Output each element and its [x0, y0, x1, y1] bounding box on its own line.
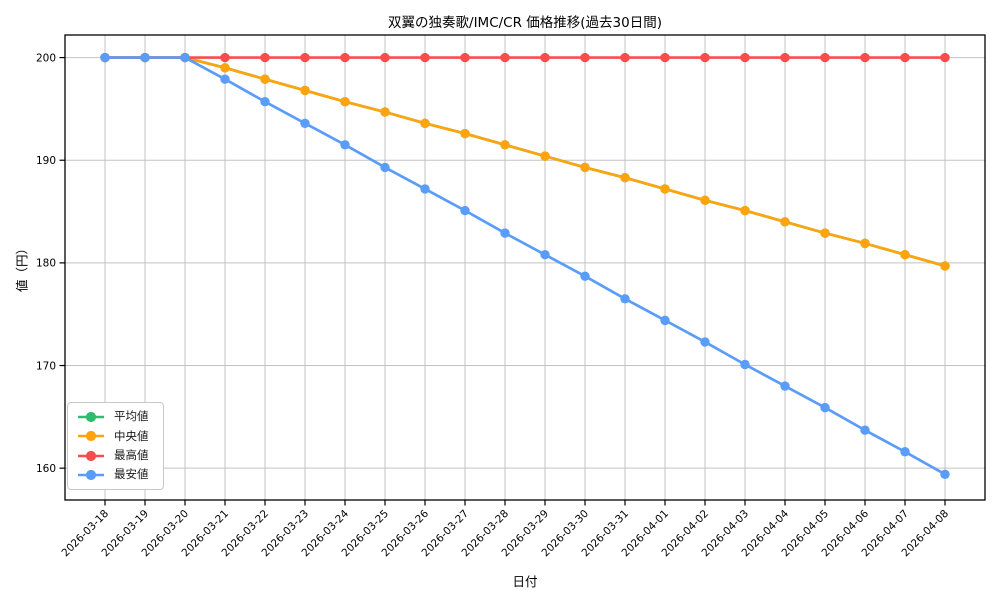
- point-max-11: [540, 52, 550, 63]
- legend-label-min: 最安値: [114, 467, 149, 482]
- point-median-3: [220, 63, 230, 73]
- point-max-21: [940, 52, 950, 63]
- point-median-11: [540, 151, 550, 161]
- point-max-10: [500, 52, 510, 63]
- point-median-17: [780, 217, 790, 227]
- point-min-1: [140, 52, 150, 63]
- point-min-10: [500, 228, 510, 238]
- legend-label-max: 最高値: [114, 447, 149, 462]
- point-median-12: [580, 162, 590, 173]
- legend-marker-min-icon: [78, 469, 104, 481]
- point-min-18: [820, 402, 830, 413]
- point-min-14: [660, 315, 670, 326]
- x-axis-label: 日付: [512, 574, 538, 589]
- point-min-15: [700, 337, 710, 347]
- point-min-11: [540, 249, 550, 260]
- point-min-20: [900, 447, 910, 457]
- point-min-5: [300, 118, 310, 128]
- point-max-12: [580, 52, 590, 63]
- point-min-17: [780, 381, 790, 391]
- point-max-6: [340, 52, 350, 63]
- point-min-6: [340, 140, 350, 150]
- y-tick-label: 170: [36, 360, 56, 372]
- point-min-2: [180, 52, 190, 63]
- point-max-18: [820, 52, 830, 63]
- legend-marker-median-icon: [78, 431, 104, 442]
- point-median-20: [900, 249, 910, 260]
- point-min-9: [460, 205, 470, 216]
- point-min-8: [420, 184, 430, 194]
- point-max-16: [740, 52, 750, 63]
- point-max-8: [420, 52, 430, 63]
- point-min-16: [740, 359, 750, 370]
- point-min-7: [380, 162, 390, 173]
- legend-item-median: 中央値: [76, 430, 155, 442]
- legend-item-min: 最安値: [76, 469, 155, 481]
- y-axis-label: 値（円）: [14, 241, 30, 293]
- point-min-0: [100, 52, 110, 63]
- point-max-9: [460, 52, 470, 63]
- point-median-19: [860, 238, 870, 249]
- point-median-18: [820, 228, 830, 238]
- legend: 平均値 中央値 最高値 最安値: [67, 402, 164, 490]
- point-max-20: [900, 52, 910, 63]
- point-max-15: [700, 52, 710, 63]
- legend-item-average: 平均値: [76, 411, 155, 423]
- point-median-16: [740, 205, 750, 216]
- line-median: [103, 56, 947, 268]
- point-min-13: [620, 294, 630, 304]
- y-tick-label: 190: [36, 155, 56, 167]
- point-min-19: [860, 425, 870, 435]
- point-max-7: [380, 52, 390, 63]
- point-max-14: [660, 52, 670, 63]
- point-max-3: [220, 52, 230, 63]
- legend-item-max: 最高値: [76, 447, 155, 462]
- chart-title: 双翼の独奏歌/IMC/CR 価格推移(過去30日間): [388, 15, 662, 31]
- line-average: [103, 56, 947, 268]
- legend-marker-max-icon: [78, 450, 104, 461]
- line-min: [103, 56, 947, 476]
- point-max-5: [300, 52, 310, 63]
- point-median-4: [260, 74, 270, 84]
- legend-label-median: 中央値: [114, 428, 149, 443]
- y-tick-label: 160: [36, 463, 56, 475]
- point-min-12: [580, 271, 590, 281]
- point-median-5: [300, 85, 310, 96]
- y-tick-label: 180: [36, 258, 56, 270]
- point-median-10: [500, 140, 510, 150]
- point-max-4: [260, 52, 270, 63]
- plot-frame: [64, 34, 986, 501]
- point-max-13: [620, 52, 630, 63]
- point-min-21: [940, 469, 950, 480]
- point-median-7: [380, 107, 390, 117]
- point-median-15: [700, 195, 710, 205]
- point-median-21: [940, 261, 950, 271]
- point-max-17: [780, 52, 790, 63]
- point-min-3: [220, 74, 230, 84]
- point-min-4: [260, 97, 270, 107]
- point-median-8: [420, 118, 430, 128]
- point-max-19: [860, 52, 870, 63]
- point-median-9: [460, 128, 470, 139]
- y-tick-label: 200: [36, 52, 56, 64]
- point-median-13: [620, 172, 630, 183]
- legend-marker-average-icon: [78, 411, 104, 423]
- point-median-14: [660, 184, 670, 194]
- point-median-6: [340, 97, 350, 107]
- legend-label-average: 平均値: [114, 409, 149, 424]
